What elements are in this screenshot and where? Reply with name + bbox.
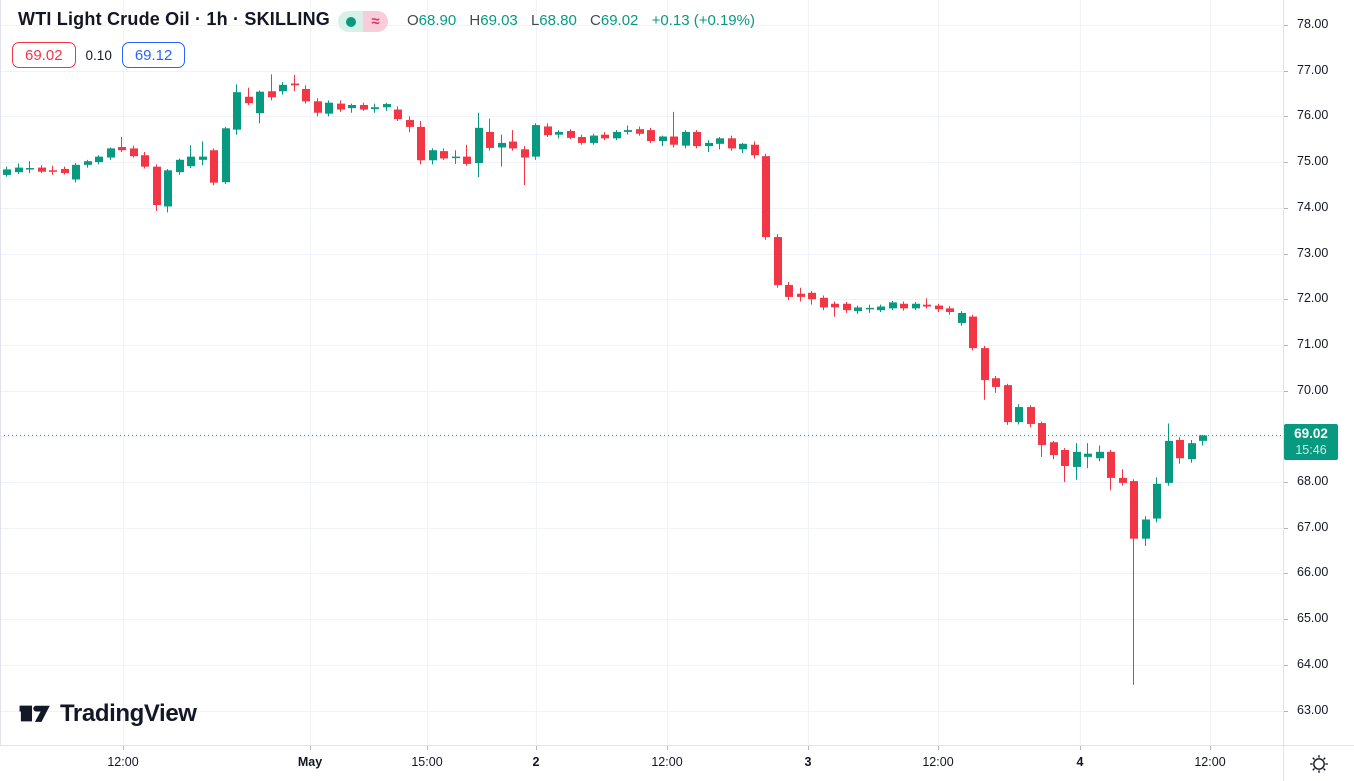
ohlc-readout: O68.90 H69.03 L68.80 C69.02 +0.13 (+0.19… — [407, 12, 755, 29]
price-axis-label: 70.00 — [1297, 382, 1329, 397]
market-status-pill[interactable] — [338, 11, 363, 32]
legend-status-pills[interactable]: ≈ — [338, 11, 388, 32]
time-axis-label: 12:00 — [1194, 755, 1226, 769]
price-axis-label: 73.00 — [1297, 245, 1329, 260]
time-axis-label: 12:00 — [922, 755, 954, 769]
price-axis-tick — [1284, 208, 1288, 209]
price-axis-label: 68.00 — [1297, 474, 1329, 488]
price-axis-tick — [1284, 665, 1288, 666]
price-axis-label: 78.00 — [1297, 17, 1329, 31]
tradingview-logo-icon — [19, 705, 50, 722]
approx-delayed-icon: ≈ — [371, 13, 380, 30]
price-axis-tick — [1284, 25, 1288, 26]
price-axis-label: 66.00 — [1297, 565, 1329, 580]
tradingview-logo-link[interactable]: TradingView — [18, 700, 197, 728]
time-axis-tick — [536, 746, 537, 750]
close-value: 69.02 — [600, 12, 639, 29]
time-axis[interactable]: 12:00 May 15:00 2 12:00 3 12:00 4 12:00 — [0, 745, 1283, 781]
last-price-badge: 69.02 15:46 — [1284, 424, 1338, 461]
time-axis-tick — [1080, 746, 1081, 750]
chart-pane[interactable] — [0, 0, 1283, 745]
price-axis-tick — [1284, 345, 1288, 346]
sun-settings-icon — [1310, 754, 1328, 773]
time-axis-tick — [808, 746, 809, 750]
price-axis-label: 67.00 — [1297, 519, 1329, 534]
change-value: +0.13 (+0.19%) — [651, 12, 755, 29]
delayed-data-pill[interactable]: ≈ — [363, 11, 388, 32]
price-axis-label: 71.00 — [1297, 336, 1329, 351]
quote-row: 69.02 0.10 69.12 — [12, 42, 186, 68]
open-value: 68.90 — [418, 12, 457, 29]
time-axis-tick — [667, 746, 668, 750]
tradingview-wordmark: TradingView — [60, 700, 197, 727]
time-axis-label: 12:00 — [107, 755, 139, 769]
time-axis-label: 2 — [532, 755, 540, 769]
time-axis-tick — [1210, 746, 1211, 750]
time-axis-label: May — [297, 755, 323, 769]
time-axis-tick — [938, 746, 939, 750]
axis-settings-button[interactable] — [1283, 745, 1354, 781]
price-axis[interactable]: 78.00 77.00 76.00 75.00 74.00 73.00 72.00 71.00… — [1283, 0, 1354, 745]
last-price-countdown: 15:46 — [1295, 443, 1327, 457]
price-axis-tick — [1284, 573, 1288, 574]
price-axis-label: 72.00 — [1297, 291, 1329, 306]
time-axis-label: 15:00 — [411, 755, 443, 769]
time-axis-tick — [310, 746, 311, 750]
price-axis-tick — [1284, 391, 1288, 392]
low-label: L — [530, 12, 540, 29]
open-label: O — [407, 12, 419, 29]
price-axis-label: 77.00 — [1297, 62, 1329, 77]
price-axis-label: 75.00 — [1297, 154, 1329, 169]
price-axis-label: 63.00 — [1297, 702, 1329, 717]
buy-ask-button[interactable]: 69.12 — [121, 42, 186, 68]
sell-bid-button[interactable]: 69.02 — [12, 42, 76, 68]
high-value: 69.03 — [480, 12, 518, 29]
price-axis-tick — [1284, 528, 1288, 529]
price-axis-tick — [1284, 482, 1288, 483]
market-status-dot-icon — [345, 16, 356, 27]
time-axis-label: 3 — [804, 755, 812, 769]
time-axis-label: 12:00 — [651, 755, 683, 769]
last-price-value: 69.02 — [1294, 426, 1328, 442]
price-axis-tick — [1284, 254, 1288, 255]
time-axis-tick — [427, 746, 428, 750]
candlestick-plot[interactable] — [0, 0, 1283, 745]
price-axis-tick — [1284, 299, 1288, 300]
price-axis-tick — [1284, 711, 1288, 712]
price-axis-tick — [1284, 162, 1288, 163]
low-value: 68.80 — [539, 12, 577, 29]
price-axis-label: 65.00 — [1297, 611, 1329, 626]
time-axis-tick — [123, 746, 124, 750]
price-axis-label: 74.00 — [1297, 199, 1329, 214]
price-axis-tick — [1284, 71, 1288, 72]
symbol-title[interactable]: WTI Light Crude Oil · 1h · SKILLING — [18, 9, 330, 29]
spread-value: 0.10 — [85, 47, 112, 63]
price-axis-tick — [1284, 619, 1288, 620]
price-axis-tick — [1284, 116, 1288, 117]
time-axis-label: 4 — [1076, 755, 1084, 769]
price-axis-label: 64.00 — [1297, 656, 1329, 671]
close-label: C — [590, 12, 601, 29]
price-axis-label: 76.00 — [1297, 108, 1329, 123]
high-label: H — [469, 12, 481, 29]
